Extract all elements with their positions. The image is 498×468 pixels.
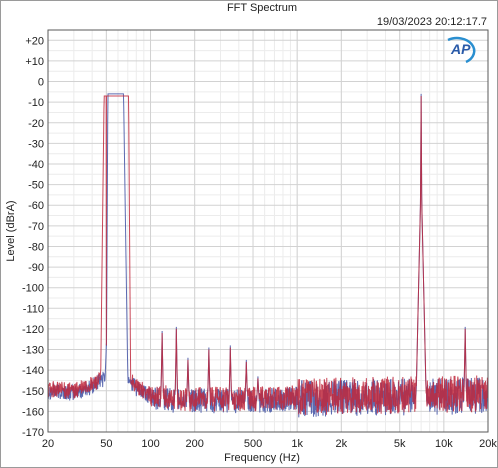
x-tick-label: 200 — [185, 438, 203, 450]
x-tick-label: 10k — [435, 438, 453, 450]
x-tick-label: 20k — [479, 438, 497, 450]
x-tick-label: 500 — [244, 438, 262, 450]
y-tick-label: -170 — [22, 427, 44, 439]
y-tick-label: -130 — [22, 345, 44, 357]
y-tick-label: -90 — [28, 262, 44, 274]
x-tick-label: 5k — [394, 438, 406, 450]
y-tick-label: -40 — [28, 159, 44, 171]
series-line — [47, 95, 489, 415]
series-layer — [47, 93, 489, 418]
y-tick-label: -120 — [22, 324, 44, 336]
x-axis-title: Frequency (Hz) — [224, 452, 300, 464]
y-tick-label: -110 — [23, 303, 44, 315]
y-tick-label: +20 — [25, 35, 44, 47]
y-axis-title: Level (dBrA) — [5, 200, 17, 261]
y-tick-labels: +20 +10 0 -10 -20 -30 -40 -50 -60 -70 -80 -90 -100 -1… — [22, 35, 44, 439]
y-tick-label: -60 — [28, 200, 44, 212]
chart-timestamp: 19/03/2023 20:12:17.7 — [377, 16, 487, 28]
y-tick-label: -70 — [28, 221, 44, 233]
chart-title: FFT Spectrum — [227, 2, 297, 14]
ap-logo-swoosh-icon — [447, 36, 476, 64]
x-tick-label: 20 — [42, 438, 54, 450]
x-tick-label: 50 — [100, 438, 112, 450]
y-tick-label: +10 — [25, 56, 44, 68]
y-tick-label: -160 — [22, 406, 44, 418]
y-tick-label: -140 — [22, 365, 44, 377]
y-tick-label: -10 — [28, 97, 44, 109]
plot-border — [47, 29, 489, 433]
plot-area — [47, 29, 489, 433]
x-tick-labels: 20 50 100 200 500 1k 2k 5k 10k 20k — [42, 438, 497, 450]
y-tick-label: -80 — [28, 241, 44, 253]
y-tick-label: -50 — [28, 180, 44, 192]
y-tick-label: 0 — [38, 77, 44, 89]
y-tick-label: -20 — [28, 118, 44, 130]
x-tick-label: 2k — [336, 438, 348, 450]
y-tick-label: -30 — [28, 138, 44, 150]
x-tick-label: 100 — [141, 438, 159, 450]
y-tick-label: -100 — [22, 283, 44, 295]
x-tick-label: 1k — [291, 438, 303, 450]
ap-logo-text: AP — [450, 41, 471, 57]
ap-logo: AP — [447, 36, 476, 64]
y-tick-label: -150 — [22, 386, 44, 398]
